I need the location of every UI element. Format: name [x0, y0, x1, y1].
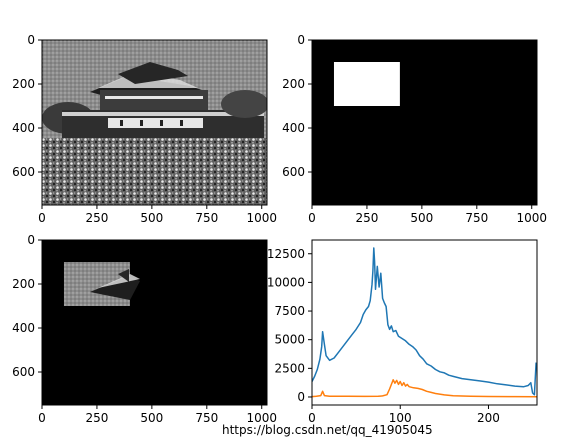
panel-bottom-right: 0 100 200 0 2500 5000 7500 10000 12500: [267, 239, 538, 425]
y-tick-label: 200: [12, 77, 35, 91]
x-tick-label: 750: [195, 211, 218, 225]
x-tick-label: 1000: [516, 211, 547, 225]
x-tick-label: 500: [140, 211, 163, 225]
x-tick-label: 500: [410, 211, 433, 225]
y-tick-label: 0: [27, 233, 35, 247]
y-tick-label: 400: [12, 121, 35, 135]
x-tick-label: 100: [389, 411, 412, 425]
x-tick-label: 500: [140, 411, 163, 425]
y-tick-label: 10000: [267, 275, 305, 289]
x-tick-label: 1000: [246, 211, 277, 225]
y-tick-label: 12500: [267, 247, 305, 261]
x-tick-label: 200: [477, 411, 500, 425]
x-tick-label: 0: [38, 211, 46, 225]
x-tick-label: 750: [195, 411, 218, 425]
y-tick-label: 200: [12, 277, 35, 291]
y-tick-label: 400: [12, 321, 35, 335]
x-tick-label: 1000: [246, 411, 277, 425]
x-tick-label: 0: [38, 411, 46, 425]
x-tick-label: 250: [355, 211, 378, 225]
photo-image: [42, 40, 267, 205]
panel-top-right: 0 250 500 750 1000 0 200 400 600: [282, 33, 547, 225]
y-tick-label: 600: [282, 165, 305, 179]
y-tick-label: 200: [282, 77, 305, 91]
y-tick-label: 600: [12, 165, 35, 179]
y-tick-label: 7500: [274, 304, 305, 318]
y-tick-label: 400: [282, 121, 305, 135]
y-tick-label: 2500: [274, 361, 305, 375]
x-tick-label: 0: [308, 411, 316, 425]
x-tick-label: 250: [85, 211, 108, 225]
masked-photo-region: [63, 262, 140, 306]
y-tick-label: 5000: [274, 333, 305, 347]
y-tick-label: 0: [297, 390, 305, 404]
y-tick-label: 0: [297, 33, 305, 47]
y-tick-label: 0: [27, 33, 35, 47]
x-tick-label: 250: [85, 411, 108, 425]
panel-top-left: 0 250 500 750 1000 0 200 400 600: [12, 33, 277, 225]
mask-rectangle: [333, 62, 400, 106]
x-tick-label: 750: [465, 211, 488, 225]
watermark: https://blog.csdn.net/qq_41905045: [222, 423, 433, 437]
panel-bottom-left: 0 250 500 750 1000 0 200 400 600: [12, 233, 277, 425]
y-tick-label: 600: [12, 365, 35, 379]
histogram-series-2: [312, 379, 537, 398]
x-tick-label: 0: [308, 211, 316, 225]
histogram-series-1: [312, 247, 537, 396]
